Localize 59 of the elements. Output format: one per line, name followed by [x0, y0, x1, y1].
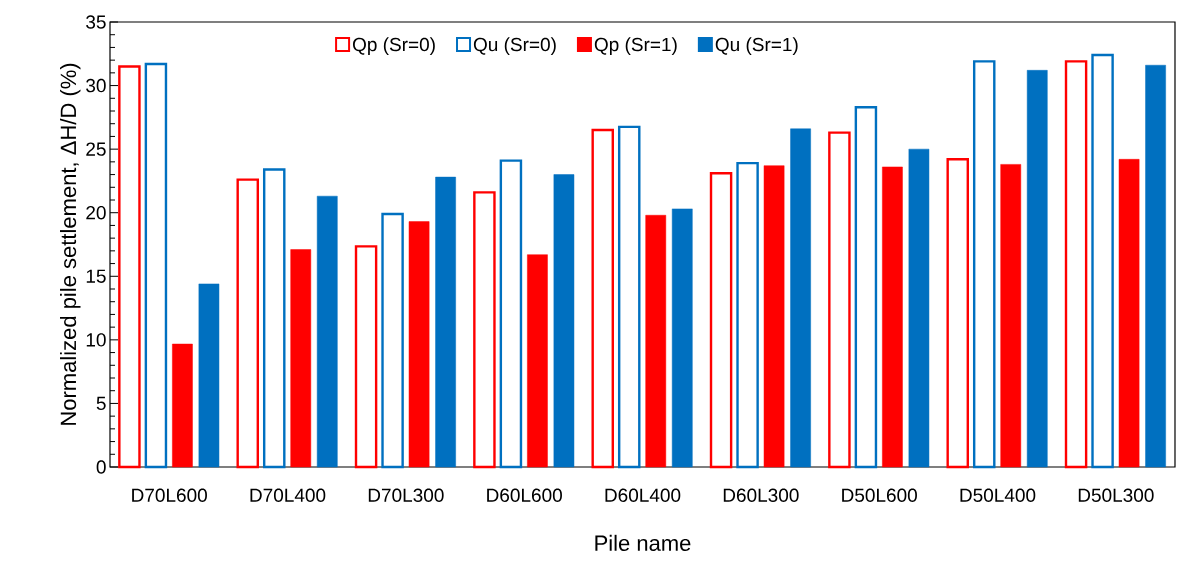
bar: [408, 221, 430, 468]
x-tick-label: D50L600: [842, 488, 917, 502]
legend-label: Qu (Sr=0): [473, 37, 556, 56]
bar: [709, 172, 733, 469]
bar: [908, 148, 930, 468]
bar: [1091, 53, 1114, 469]
y-tick-label: 35: [86, 15, 106, 29]
y-tick-label: 30: [86, 78, 106, 93]
bar: [262, 168, 286, 469]
bar: [1000, 164, 1022, 468]
bar: [1064, 60, 1088, 469]
bar: [527, 254, 548, 468]
bar: [381, 212, 404, 469]
bar: [1118, 159, 1140, 468]
bar: [972, 60, 996, 469]
bar: [790, 128, 811, 468]
x-tick-label: D70L300: [368, 488, 444, 502]
bar: [645, 215, 667, 468]
y-tick-label: 20: [86, 205, 106, 220]
bar: [736, 161, 759, 469]
y-tick-label: 5: [96, 396, 106, 411]
bar: [828, 131, 851, 469]
bar: [316, 195, 338, 468]
bar: [473, 191, 496, 469]
x-tick-label: D60L400: [605, 488, 681, 502]
legend-label: Qp (Sr=1): [594, 37, 677, 56]
bar: [763, 165, 785, 468]
bar: [1145, 64, 1166, 468]
bar: [172, 343, 193, 468]
y-tick-label: 25: [86, 142, 106, 156]
x-tick-label: D60L600: [487, 488, 562, 502]
bar: [854, 105, 878, 469]
x-tick-label: D60L300: [723, 488, 799, 502]
x-tick-label: D70L600: [132, 488, 207, 502]
x-axis-title: Pile name: [595, 534, 691, 551]
bar: [617, 125, 641, 469]
y-axis-title: Normalized pile settlement, ΔH/D (%): [60, 63, 81, 425]
legend-label: Qu (Sr=1): [715, 37, 798, 56]
y-tick-label: 10: [86, 333, 106, 347]
x-tick-label: D50L400: [960, 488, 1036, 502]
bar: [591, 128, 614, 469]
bar: [1026, 70, 1048, 468]
bar: [198, 283, 220, 468]
legend-label: Qp (Sr=0): [352, 37, 435, 56]
bar: [144, 62, 168, 469]
bar: [671, 208, 693, 468]
bar: [236, 178, 259, 469]
y-tick-label: 15: [86, 269, 106, 283]
bar: [499, 159, 523, 469]
bar: [290, 249, 312, 468]
bar: [435, 176, 456, 468]
x-tick-label: D50L300: [1078, 488, 1154, 502]
bar: [946, 158, 969, 469]
y-tick-label: 0: [96, 460, 106, 474]
bar: [354, 245, 378, 469]
bar: [118, 65, 141, 469]
x-tick-label: D70L400: [250, 488, 326, 502]
bar: [553, 174, 575, 468]
bar: [882, 166, 903, 468]
